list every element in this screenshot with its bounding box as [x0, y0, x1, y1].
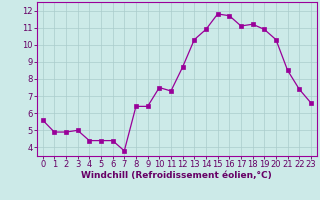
- X-axis label: Windchill (Refroidissement éolien,°C): Windchill (Refroidissement éolien,°C): [81, 171, 272, 180]
